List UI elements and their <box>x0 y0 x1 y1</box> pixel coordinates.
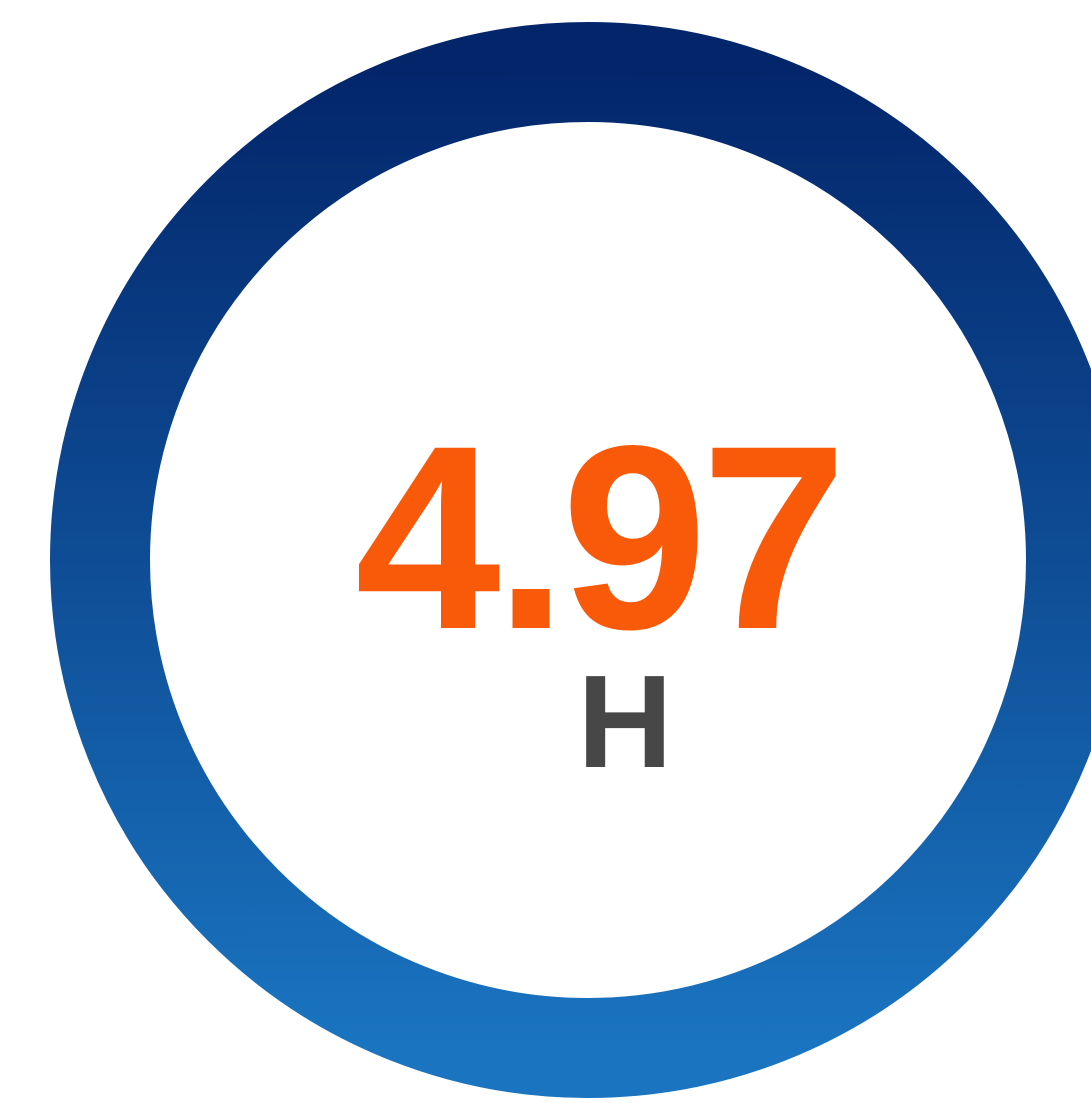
ring <box>50 22 1091 1098</box>
metric-value: 4.97 <box>355 391 841 684</box>
metric-unit: H <box>577 648 672 795</box>
